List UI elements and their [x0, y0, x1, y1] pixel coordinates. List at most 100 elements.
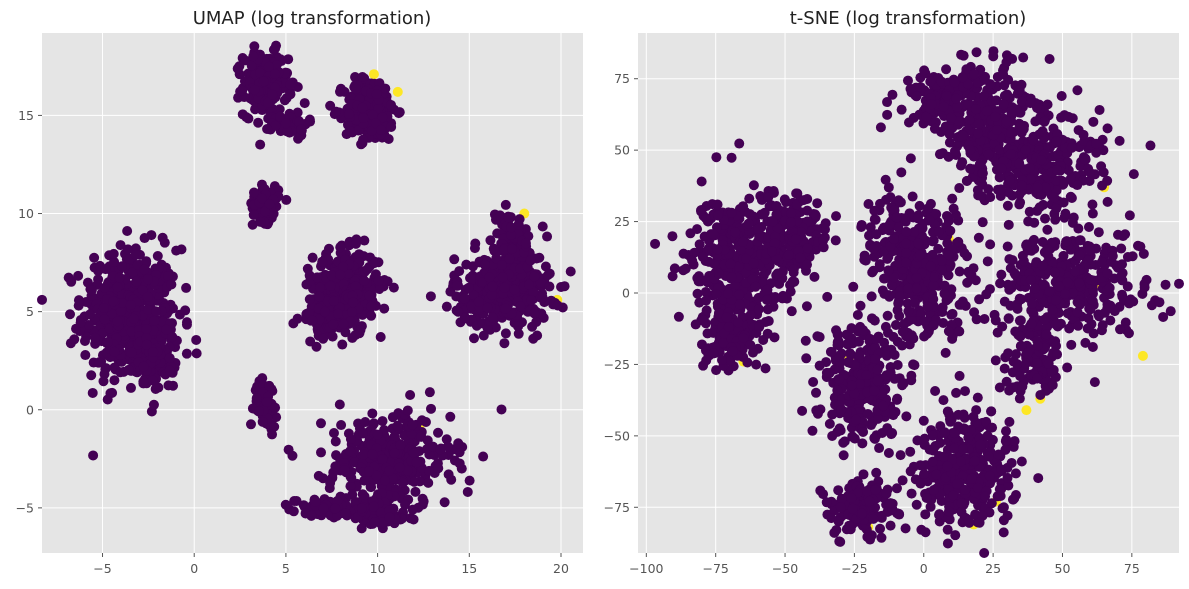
umap-point: [354, 249, 365, 260]
umap-point: [80, 350, 91, 361]
tsne-point: [957, 157, 968, 168]
tsne-point: [969, 455, 980, 466]
tsne-point: [1002, 510, 1013, 521]
tsne-point: [712, 244, 723, 255]
tsne-point: [824, 368, 835, 379]
tsne-point: [882, 109, 893, 120]
tsne-point: [733, 290, 744, 301]
umap-point: [369, 257, 380, 268]
tsne-point: [751, 359, 762, 370]
tsne-point: [824, 418, 835, 429]
tsne-point: [947, 308, 958, 319]
tsne-point: [692, 288, 703, 299]
tsne-point: [972, 392, 983, 403]
umap-point: [143, 304, 154, 315]
tsne-point: [928, 272, 939, 283]
tsne-point: [777, 293, 788, 304]
umap-point: [270, 120, 281, 131]
tsne-point: [931, 469, 942, 480]
umap-point: [368, 501, 379, 512]
tsne-point: [891, 394, 902, 405]
tsne-point: [771, 201, 782, 212]
tsne-point: [964, 114, 975, 125]
tsne-point: [979, 548, 990, 558]
tsne-point: [941, 90, 952, 101]
umap-point: [503, 212, 514, 223]
umap-point: [379, 475, 390, 486]
umap-x-tick-label: 15: [461, 561, 477, 576]
tsne-point: [897, 340, 908, 351]
umap-point: [469, 333, 480, 344]
umap-point: [159, 237, 170, 248]
tsne-point: [1006, 457, 1017, 468]
umap-point: [425, 291, 436, 302]
tsne-point: [883, 447, 894, 458]
umap-point: [176, 244, 187, 255]
umap-point: [514, 214, 525, 225]
umap-point: [267, 89, 278, 100]
umap-x-tick-label: 20: [553, 561, 569, 576]
tsne-point: [869, 385, 880, 396]
tsne-point: [743, 218, 754, 229]
tsne-point: [796, 226, 807, 237]
umap-point: [408, 447, 419, 458]
tsne-point: [689, 247, 700, 258]
tsne-point: [854, 350, 865, 361]
tsne-point: [815, 485, 826, 496]
tsne-point: [869, 315, 880, 326]
tsne-point: [879, 288, 890, 299]
umap-point: [454, 458, 465, 469]
umap-point: [353, 125, 364, 136]
tsne-point: [812, 331, 823, 342]
tsne-point: [831, 325, 842, 336]
tsne-point: [877, 427, 888, 438]
tsne-point: [1008, 494, 1019, 505]
tsne-point: [810, 209, 821, 220]
umap-point: [490, 214, 501, 225]
umap-point: [344, 126, 355, 137]
tsne-point: [889, 349, 900, 360]
tsne-point: [726, 272, 737, 283]
tsne-point: [818, 242, 829, 253]
tsne-point: [903, 117, 914, 128]
umap-point: [148, 347, 159, 358]
umap-point: [251, 393, 262, 404]
tsne-point: [678, 248, 689, 259]
umap-point: [496, 404, 507, 415]
tsne-point: [905, 446, 916, 457]
tsne-point: [928, 485, 939, 496]
tsne-point: [963, 514, 974, 525]
umap-point: [367, 109, 378, 120]
umap-point: [362, 264, 373, 275]
umap-point: [317, 256, 328, 267]
tsne-point: [984, 470, 995, 481]
tsne-point: [835, 502, 846, 513]
umap-point: [453, 438, 464, 449]
umap-point: [79, 336, 90, 347]
umap-point: [536, 308, 547, 319]
umap-point: [102, 394, 113, 405]
tsne-point: [762, 284, 773, 295]
umap-point: [355, 324, 366, 335]
umap-point: [424, 387, 435, 398]
tsne-point: [802, 259, 813, 270]
umap-point: [509, 284, 520, 295]
tsne-point: [791, 188, 802, 199]
umap-point: [253, 406, 264, 417]
tsne-point: [915, 82, 926, 93]
umap-point: [335, 269, 346, 280]
umap-y-tick-label: 15: [18, 108, 34, 123]
tsne-point: [956, 498, 967, 509]
umap-point: [506, 243, 517, 254]
tsne-point: [1000, 436, 1011, 447]
tsne-point: [957, 72, 968, 83]
tsne-point: [994, 484, 1005, 495]
umap-point: [515, 301, 526, 312]
umap-point: [330, 436, 341, 447]
tsne-point: [711, 365, 722, 376]
umap-point: [335, 242, 346, 253]
umap-point: [358, 113, 369, 124]
tsne-point: [734, 138, 745, 149]
umap-point: [433, 427, 444, 438]
